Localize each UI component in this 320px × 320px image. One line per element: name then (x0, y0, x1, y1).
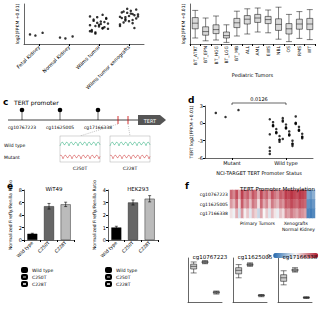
svg-text:Mutant: Mutant (4, 155, 20, 160)
svg-text:BT_ATRT: BT_ATRT (193, 46, 199, 65)
svg-text:EWS: EWS (266, 46, 271, 56)
svg-text:C250T: C250T (32, 275, 47, 280)
svg-text:TERT: TERT (143, 118, 157, 124)
svg-text:RMS: RMS (297, 46, 302, 56)
svg-text:cg11625005: cg11625005 (238, 254, 273, 261)
svg-text:cg10767223: cg10767223 (8, 125, 36, 130)
svg-text:TERT Promoter Methylation: TERT Promoter Methylation (239, 186, 315, 193)
svg-text:Fetal Kidney: Fetal Kidney (15, 44, 42, 71)
svg-text:f: f (185, 181, 189, 191)
svg-text:4: 4 (103, 187, 106, 193)
svg-text:2: 2 (19, 225, 22, 231)
svg-text:Xenografts: Xenografts (284, 221, 309, 226)
svg-text:cg17166338: cg17166338 (200, 211, 228, 216)
svg-text:BT_EPN: BT_EPN (203, 46, 209, 63)
svg-text:Wild type: Wild type (16, 240, 35, 259)
svg-text:C228T: C228T (116, 282, 131, 287)
svg-text:log2(FPKM +0.01): log2(FPKM +0.01) (15, 3, 20, 44)
svg-text:Wild type: Wild type (4, 143, 25, 148)
svg-text:0: 0 (200, 120, 203, 126)
svg-text:Normalized Firefly/Renilla Rat: Normalized Firefly/Renilla Ratio (8, 180, 13, 250)
svg-text:cg17166338: cg17166338 (84, 125, 112, 130)
svg-text:4: 4 (19, 212, 22, 218)
svg-text:2: 2 (103, 212, 106, 218)
svg-text:WiT49: WiT49 (45, 186, 63, 192)
svg-text:Primary Tumors: Primary Tumors (240, 221, 276, 226)
svg-text:Wilms tumor xenografts: Wilms tumor xenografts (85, 44, 133, 92)
svg-text:C250T: C250T (37, 240, 51, 254)
svg-text:8: 8 (19, 187, 22, 193)
svg-text:0: 0 (19, 237, 22, 243)
svg-text:BT_LGG: BT_LGG (224, 45, 230, 63)
svg-text:NCI-TARGET TERT Promoter Statu: NCI-TARGET TERT Promoter Status (216, 170, 302, 176)
svg-text:Pediatric Tumors: Pediatric Tumors (232, 72, 274, 78)
svg-text:BT_HGG: BT_HGG (214, 45, 220, 64)
svg-text:cg11625005: cg11625005 (46, 125, 74, 130)
svg-text:C228T: C228T (32, 282, 47, 287)
svg-text:d: d (188, 95, 194, 105)
svg-text:6: 6 (19, 200, 22, 206)
svg-text:C250T: C250T (73, 166, 88, 171)
svg-text:cg10767223: cg10767223 (200, 192, 228, 197)
svg-text:Normal Kidney: Normal Kidney (41, 44, 72, 75)
svg-text:cg11625005: cg11625005 (200, 202, 228, 207)
svg-text:3: 3 (103, 200, 106, 206)
svg-text:C228T: C228T (138, 240, 152, 254)
svg-text:c: c (3, 97, 8, 107)
svg-text:0: 0 (103, 237, 106, 243)
svg-text:Wilms tumor: Wilms tumor (74, 43, 101, 70)
svg-text:ALL: ALL (245, 46, 250, 55)
svg-text:TERT promoter: TERT promoter (13, 99, 59, 107)
svg-text:0.0126: 0.0126 (250, 96, 268, 102)
svg-text:Wild type: Wild type (100, 240, 119, 259)
svg-text:TERT log2(FPKM +0.01): TERT log2(FPKM +0.01) (189, 105, 194, 159)
svg-text:e: e (7, 181, 13, 191)
svg-text:Wild type: Wild type (116, 268, 137, 273)
svg-text:HEK293: HEK293 (127, 186, 149, 192)
svg-text:-6: -6 (198, 155, 203, 161)
svg-text:BT_MB: BT_MB (234, 46, 240, 61)
svg-text:-3: -3 (198, 138, 203, 144)
svg-text:Wild type: Wild type (32, 268, 53, 273)
svg-text:C250T: C250T (116, 275, 131, 280)
svg-text:OS: OS (286, 46, 291, 53)
svg-text:1: 1 (103, 225, 106, 231)
svg-text:AML: AML (255, 46, 260, 56)
svg-text:Wild type: Wild type (274, 160, 298, 167)
svg-text:cg17166338: cg17166338 (283, 254, 318, 261)
svg-text:Normal Kidney: Normal Kidney (282, 227, 315, 232)
svg-text:NBL: NBL (276, 46, 281, 55)
svg-text:3: 3 (200, 103, 203, 109)
svg-text:C228T: C228T (123, 166, 138, 171)
svg-text:C250T: C250T (121, 240, 135, 254)
svg-text:C228T: C228T (54, 240, 68, 254)
svg-text:cg10767223: cg10767223 (193, 254, 228, 261)
svg-text:Normalized Firefly/Renilla Rat: Normalized Firefly/Renilla Ratio (92, 180, 97, 250)
svg-text:Mutant: Mutant (223, 160, 241, 166)
svg-text:WT: WT (307, 46, 312, 53)
svg-text:log2(FPKM +0.01): log2(FPKM +0.01) (181, 3, 186, 44)
